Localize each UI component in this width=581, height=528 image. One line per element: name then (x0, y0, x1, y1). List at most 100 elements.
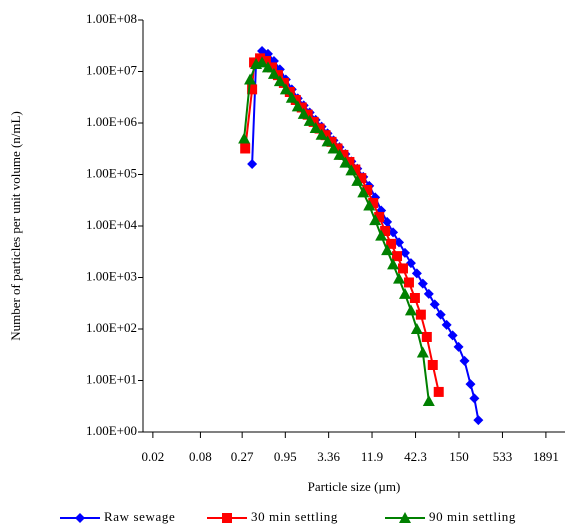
marker (320, 130, 331, 141)
marker (435, 309, 446, 320)
marker (272, 70, 283, 81)
marker (351, 174, 364, 186)
marker (333, 148, 346, 160)
marker (403, 277, 414, 288)
marker (375, 229, 388, 241)
marker (410, 323, 423, 334)
series-line (251, 49, 480, 421)
y-axis-label: Number of particles per unit volume (n/m… (8, 111, 23, 341)
marker (422, 394, 435, 406)
x-tick-label: 1891 (533, 449, 559, 464)
marker (255, 53, 266, 64)
x-tick-label: 150 (449, 449, 469, 464)
series-line (243, 61, 430, 402)
marker (441, 319, 452, 330)
marker (327, 142, 340, 154)
x-tick-label: 0.27 (231, 449, 254, 464)
y-tick-label: 1.00E+03 (86, 268, 137, 283)
marker (315, 128, 328, 140)
marker (303, 114, 316, 126)
marker (285, 91, 298, 103)
marker (433, 386, 444, 397)
marker (309, 121, 322, 133)
marker (240, 143, 251, 154)
x-tick-label: 0.95 (274, 449, 297, 464)
marker (415, 309, 426, 320)
marker (421, 331, 432, 342)
y-tick-label: 1.00E+07 (86, 62, 138, 77)
marker (397, 263, 408, 274)
marker (314, 123, 325, 134)
marker (256, 56, 269, 68)
series-line (244, 57, 440, 393)
marker (423, 288, 434, 299)
marker (339, 156, 352, 168)
marker (411, 268, 422, 279)
marker (453, 341, 464, 352)
marker (393, 272, 406, 284)
marker (392, 251, 403, 262)
marker (405, 258, 416, 269)
marker (326, 136, 337, 147)
marker (261, 61, 274, 73)
marker (381, 244, 394, 256)
marker (399, 512, 411, 523)
marker (363, 199, 376, 211)
marker (369, 214, 382, 226)
marker (268, 55, 279, 66)
y-tick-label: 1.00E+08 (86, 11, 137, 26)
marker (357, 186, 370, 198)
legend-label: 30 min settling (251, 509, 338, 524)
marker (296, 102, 307, 113)
marker (302, 109, 313, 120)
marker (386, 238, 397, 249)
marker (247, 158, 258, 169)
marker (374, 211, 385, 222)
marker (338, 149, 349, 160)
marker (247, 84, 258, 95)
marker (345, 164, 358, 176)
x-tick-label: 3.36 (317, 449, 340, 464)
marker (387, 258, 400, 270)
marker (308, 116, 319, 127)
marker (459, 355, 470, 366)
x-tick-label: 42.3 (404, 449, 427, 464)
marker (409, 292, 420, 303)
marker (465, 379, 476, 390)
marker (380, 225, 391, 236)
marker (447, 330, 458, 341)
marker (344, 156, 355, 167)
marker (350, 164, 361, 175)
marker (266, 62, 277, 73)
marker (388, 227, 399, 238)
marker (222, 513, 232, 523)
marker (404, 304, 417, 316)
marker (244, 73, 257, 85)
x-tick-label: 11.9 (361, 449, 383, 464)
y-tick-label: 1.00E+06 (86, 114, 138, 129)
y-tick-label: 1.00E+02 (86, 320, 137, 335)
marker (469, 393, 480, 404)
marker (473, 415, 484, 426)
marker (362, 185, 373, 196)
legend-label: Raw sewage (104, 509, 175, 524)
marker (429, 299, 440, 310)
marker (291, 100, 304, 112)
marker (417, 278, 428, 289)
marker (273, 75, 286, 87)
marker (416, 346, 429, 358)
x-tick-label: 0.02 (141, 449, 164, 464)
y-tick-label: 1.00E+04 (86, 217, 138, 232)
x-tick-label: 0.08 (189, 449, 212, 464)
x-tick-label: 533 (493, 449, 513, 464)
marker (297, 107, 310, 119)
legend-label: 90 min settling (429, 509, 516, 524)
marker (238, 132, 251, 144)
marker (394, 237, 405, 248)
marker (368, 197, 379, 208)
marker (399, 247, 410, 258)
marker (321, 135, 334, 147)
marker (260, 55, 271, 66)
x-axis-label: Particle size (µm) (308, 479, 401, 494)
